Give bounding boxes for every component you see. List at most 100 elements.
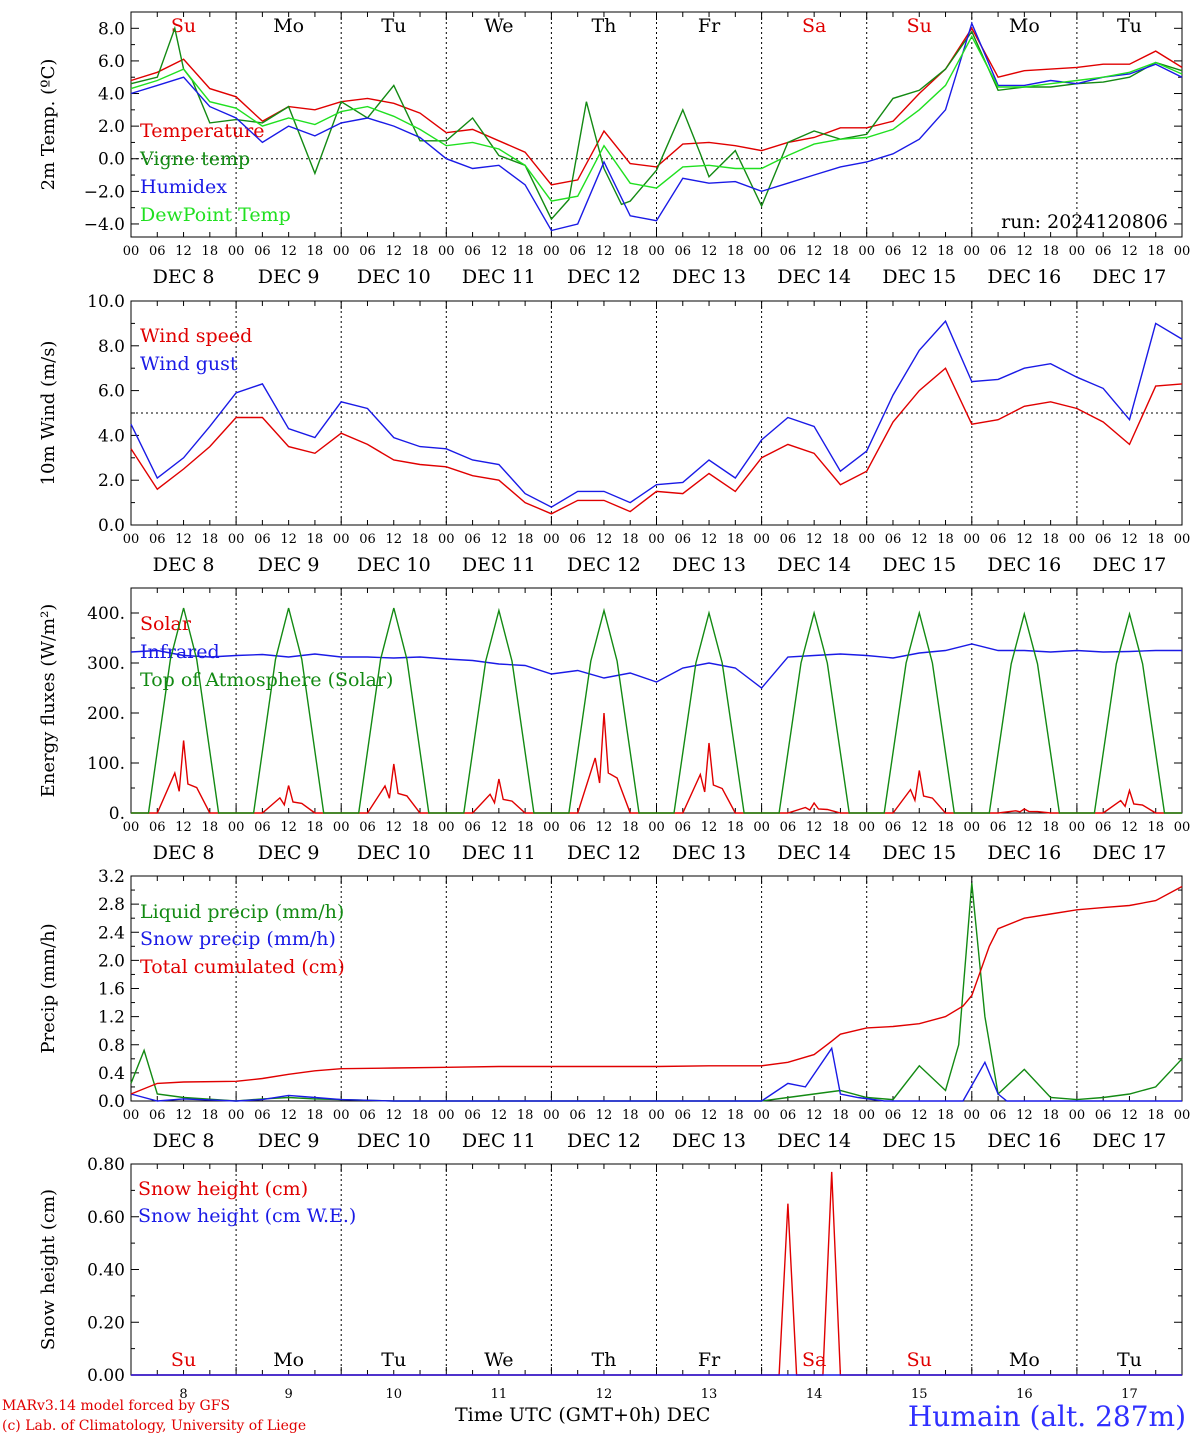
hour-tick-label: 18 <box>622 532 639 547</box>
hour-tick-label: 18 <box>517 1108 534 1123</box>
hour-tick-label: 18 <box>517 820 534 835</box>
hour-tick-label: 00 <box>964 1108 981 1123</box>
day-label: Mo <box>273 15 304 37</box>
station-name: Humain (alt. 287m) <box>907 1400 1186 1433</box>
hour-tick-label: 00 <box>858 532 875 547</box>
hour-tick-label: 06 <box>1095 1108 1112 1123</box>
day-number-label: 8 <box>179 1387 187 1402</box>
date-label: DEC 10 <box>357 842 431 864</box>
day-label: Mo <box>1009 15 1040 37</box>
date-label: DEC 8 <box>153 554 215 576</box>
date-label: DEC 14 <box>777 842 851 864</box>
hour-tick-label: 00 <box>858 820 875 835</box>
hour-tick-label: 12 <box>385 820 402 835</box>
hour-tick-label: 00 <box>648 820 665 835</box>
hour-tick-label: 00 <box>123 1108 140 1123</box>
hour-tick-label: 06 <box>254 532 271 547</box>
hour-tick-label: 06 <box>885 1108 902 1123</box>
hour-tick-label: 06 <box>359 1108 376 1123</box>
y-tick-label: 2.0 <box>98 471 125 491</box>
hour-tick-label: 18 <box>1147 820 1164 835</box>
date-label: DEC 15 <box>882 842 956 864</box>
day-number-label: 16 <box>1016 1387 1033 1402</box>
hour-tick-label: 06 <box>149 532 166 547</box>
x-axis-title: Time UTC (GMT+0h) DEC <box>455 1404 711 1426</box>
hour-tick-label: 12 <box>175 820 192 835</box>
hour-tick-label: 00 <box>438 820 455 835</box>
hour-tick-label: 00 <box>1069 1108 1086 1123</box>
hour-tick-label: 12 <box>491 244 508 259</box>
hour-tick-label: 18 <box>937 820 954 835</box>
y-tick-label: 3.2 <box>98 867 125 887</box>
hour-tick-label: 18 <box>307 532 324 547</box>
y-tick-label: 100. <box>87 754 125 774</box>
day-label: Sa <box>802 1349 826 1371</box>
hour-tick-label: 12 <box>1121 532 1138 547</box>
series-line-infrared <box>130 643 1182 689</box>
hour-tick-label: 12 <box>491 532 508 547</box>
day-label: Tu <box>381 1349 406 1371</box>
y-axis-label: Snow height (cm) <box>38 1189 59 1350</box>
hour-tick-label: 00 <box>228 532 245 547</box>
y-tick-label: 0. <box>109 804 125 824</box>
day-label: Su <box>171 15 196 37</box>
hour-tick-label: 00 <box>333 820 350 835</box>
hour-tick-label: 12 <box>701 244 718 259</box>
day-label: We <box>484 1349 513 1371</box>
y-tick-label: 2.4 <box>98 923 125 943</box>
y-tick-label: −2.0 <box>84 182 125 202</box>
date-label: DEC 9 <box>258 1130 320 1152</box>
series-line-top-of-atmosphere-solar- <box>131 607 1182 814</box>
hour-tick-label: 18 <box>937 1108 954 1123</box>
y-tick-label: 0.60 <box>87 1208 125 1228</box>
legend-entry: Temperature <box>140 120 264 142</box>
hour-tick-label: 06 <box>254 820 271 835</box>
hour-tick-label: 06 <box>885 532 902 547</box>
date-label: DEC 13 <box>672 1130 746 1152</box>
day-number-label: 13 <box>701 1387 718 1402</box>
date-label: DEC 11 <box>462 842 536 864</box>
hour-tick-label: 06 <box>675 244 692 259</box>
hour-tick-label: 06 <box>990 820 1007 835</box>
hour-tick-label: 18 <box>727 820 744 835</box>
date-label: DEC 16 <box>987 1130 1061 1152</box>
hour-tick-label: 06 <box>990 532 1007 547</box>
date-label: DEC 16 <box>987 554 1061 576</box>
hour-tick-label: 18 <box>1147 244 1164 259</box>
y-tick-label: −4.0 <box>84 215 125 235</box>
date-label: DEC 12 <box>567 554 641 576</box>
hour-tick-label: 18 <box>307 1108 324 1123</box>
date-label: DEC 12 <box>567 842 641 864</box>
date-label: DEC 16 <box>987 266 1061 288</box>
y-tick-label: 2.0 <box>98 117 125 137</box>
date-label: DEC 17 <box>1093 1130 1167 1152</box>
date-label: DEC 13 <box>672 842 746 864</box>
hour-tick-label: 12 <box>280 244 297 259</box>
y-tick-label: 2.8 <box>98 895 125 915</box>
day-label: Tu <box>381 15 406 37</box>
series-line-wind-speed <box>130 367 1183 515</box>
hour-tick-label: 00 <box>648 532 665 547</box>
hour-tick-label: 12 <box>385 532 402 547</box>
hour-tick-label: 12 <box>175 244 192 259</box>
hour-tick-label: 12 <box>701 1108 718 1123</box>
hour-tick-label: 00 <box>1069 820 1086 835</box>
legend-entry: Wind gust <box>140 353 238 375</box>
y-tick-label: 0.80 <box>87 1155 125 1175</box>
hour-tick-label: 18 <box>517 244 534 259</box>
hour-tick-label: 18 <box>1147 532 1164 547</box>
hour-tick-label: 00 <box>438 532 455 547</box>
date-label: DEC 10 <box>357 554 431 576</box>
hour-tick-label: 12 <box>806 532 823 547</box>
hour-tick-label: 12 <box>596 244 613 259</box>
date-label: DEC 8 <box>153 1130 215 1152</box>
hour-tick-label: 18 <box>412 820 429 835</box>
hour-tick-label: 00 <box>753 1108 770 1123</box>
hour-tick-label: 18 <box>307 820 324 835</box>
legend-entry: Infrared <box>140 641 220 663</box>
legend-entry: Snow height (cm) <box>138 1178 308 1200</box>
hour-tick-label: 12 <box>911 820 928 835</box>
date-label: DEC 17 <box>1093 842 1167 864</box>
date-label: DEC 9 <box>258 554 320 576</box>
hour-tick-label: 06 <box>464 244 481 259</box>
